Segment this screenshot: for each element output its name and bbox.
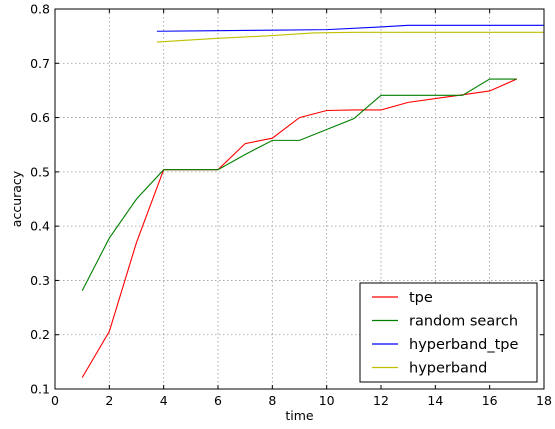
y-tick-label: 0.8 xyxy=(30,2,50,17)
y-tick-label: 0.7 xyxy=(30,56,50,71)
series-lines xyxy=(81,24,544,378)
x-tick-label: 6 xyxy=(214,393,222,408)
y-tick-label: 0.6 xyxy=(30,110,50,125)
legend-box xyxy=(359,282,538,383)
x-tick-label: 14 xyxy=(427,393,443,408)
x-tick-label: 10 xyxy=(319,393,335,408)
legend: tpe random search hyperband_tpe hyperband xyxy=(359,282,538,383)
legend-label-hyperband: hyperband xyxy=(409,361,487,377)
x-tick-label: 0 xyxy=(51,393,59,408)
legend-label-tpe: tpe xyxy=(409,290,433,306)
x-tick-label: 18 xyxy=(536,393,552,408)
series-line-hyperband xyxy=(156,31,544,43)
x-tick-label: 8 xyxy=(268,393,276,408)
x-tick-label: 4 xyxy=(160,393,168,408)
legend-label-random-search: random search xyxy=(409,314,518,330)
y-tick-label: 0.2 xyxy=(30,327,50,342)
y-tick-label: 0.4 xyxy=(30,219,50,234)
legend-label-hyperband-tpe: hyperband_tpe xyxy=(409,337,518,353)
y-tick-label: 0.1 xyxy=(30,382,50,397)
axis-ticks: 0 2 4 6 8 10 12 14 16 18 0.1 0.2 0.3 0.4 0.5 0.6 0.7 0.8 xyxy=(30,2,552,409)
y-tick-label: 0.5 xyxy=(30,164,50,179)
y-axis-label: accuracy xyxy=(9,170,24,227)
y-tick-label: 0.3 xyxy=(30,273,50,288)
x-tick-label: 16 xyxy=(482,393,498,408)
series-line-random-search xyxy=(81,78,517,291)
series-line-hyperband-tpe xyxy=(156,24,544,32)
series-line-tpe xyxy=(81,78,518,378)
x-tick-label: 2 xyxy=(105,393,113,408)
x-axis-label: time xyxy=(285,408,314,423)
plot-frame xyxy=(54,8,545,390)
x-tick-label: 12 xyxy=(373,393,389,408)
